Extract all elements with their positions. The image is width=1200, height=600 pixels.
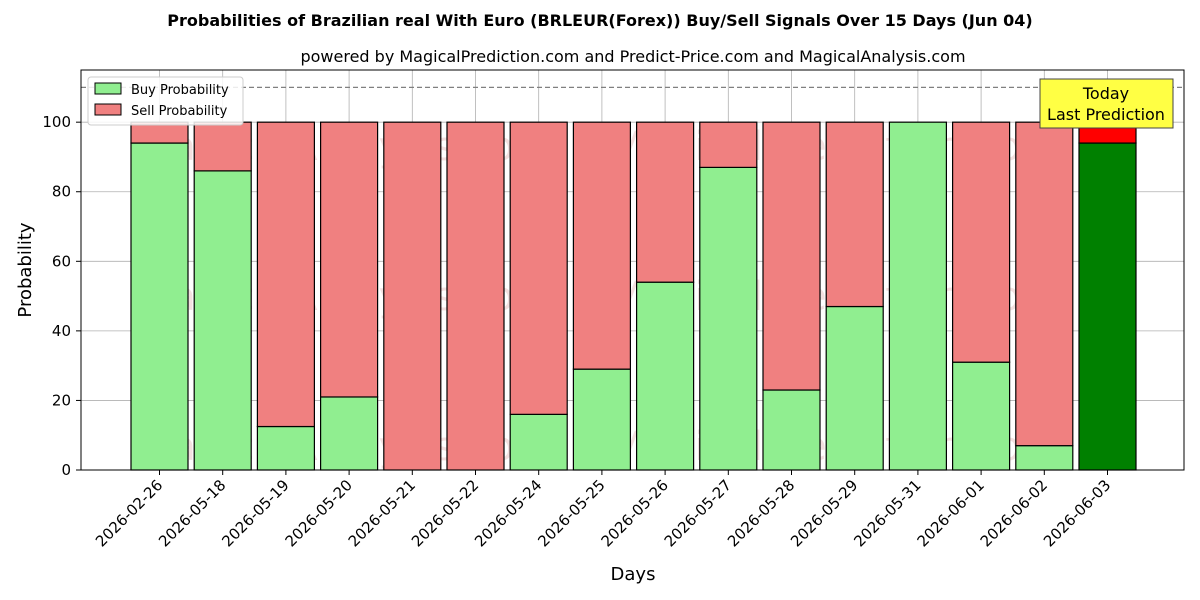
bar-buy-2026-06-02 — [1015, 445, 1074, 471]
bar-buy-2026-06-03 — [1078, 142, 1137, 471]
bar-buy-2026-05-25 — [572, 368, 632, 471]
y-tick-label: 20 — [52, 391, 71, 409]
x-tick-label: 2026-05-20 — [282, 476, 356, 550]
today-annotation: Today Last Prediction — [1039, 78, 1174, 129]
x-tick-label: 2026-05-18 — [155, 476, 229, 550]
y-tick-label: 40 — [52, 322, 71, 340]
chart-title: Probabilities of Brazilian real With Eur… — [167, 11, 1032, 30]
x-tick-label: 2026-05-19 — [218, 476, 292, 550]
bar-sell-2026-05-25 — [572, 121, 632, 370]
bar-sell-2026-05-29 — [825, 121, 884, 308]
x-tick-label: 2026-05-22 — [408, 476, 482, 550]
bar-sell-2026-05-28 — [762, 121, 821, 391]
legend-label-sell: Sell Probability — [131, 104, 228, 119]
legend-swatch-buy — [94, 82, 122, 95]
bar-buy-2026-05-29 — [825, 305, 884, 471]
x-tick-label: 2026-05-24 — [471, 476, 545, 550]
annotation-box — [1039, 78, 1174, 129]
x-tick-label: 2026-06-01 — [914, 476, 988, 550]
legend-box — [87, 76, 244, 126]
x-tick-label: 2026-05-31 — [850, 476, 924, 550]
bar-sell-2026-05-20 — [320, 121, 379, 398]
bar-buy-2026-05-28 — [762, 389, 821, 471]
bar-sell-2026-05-26 — [635, 121, 695, 283]
x-tick-label: 2026-06-02 — [977, 476, 1051, 550]
plot-frame — [80, 69, 1185, 471]
x-axis-label: Days — [611, 564, 656, 585]
y-axis-label: Probability — [15, 222, 36, 317]
y-tick-label: 0 — [61, 461, 71, 479]
legend-label-buy: Buy Probability — [131, 83, 229, 98]
bar-sell-2026-06-02 — [1015, 121, 1074, 447]
x-tick-label: 2026-05-25 — [534, 476, 608, 550]
y-axis: 0 20 40 60 80 100 — [42, 113, 81, 479]
legend-swatch-sell — [94, 103, 122, 116]
bars — [130, 121, 1137, 471]
y-tick-label: 100 — [42, 113, 71, 131]
x-tick-label: 2026-06-03 — [1040, 476, 1114, 550]
bar-sell-2026-05-19 — [256, 121, 315, 428]
bar-sell-2026-05-27 — [699, 121, 758, 168]
bar-buy-2026-06-01 — [951, 361, 1011, 471]
x-axis: 2026-02-262026-05-182026-05-192026-05-20… — [92, 470, 1114, 550]
bar-buy-2026-05-26 — [635, 281, 695, 471]
y-tick-label: 80 — [52, 183, 71, 201]
x-tick-label: 2026-05-28 — [724, 476, 798, 550]
bar-sell-2026-05-22 — [446, 121, 505, 471]
bar-buy-2026-05-20 — [320, 396, 379, 471]
annotation-line-2: Last Prediction — [1047, 105, 1165, 124]
bar-sell-2026-05-18 — [193, 121, 252, 172]
bar-buy-2026-05-19 — [256, 425, 315, 471]
bar-sell-2026-05-24 — [509, 121, 568, 415]
x-tick-label: 2026-05-26 — [598, 476, 672, 550]
bar-sell-2026-05-21 — [383, 121, 442, 471]
x-tick-label: 2026-02-26 — [92, 476, 166, 550]
x-tick-label: 2026-05-27 — [661, 476, 735, 550]
bar-sell-2026-06-01 — [951, 121, 1011, 363]
bar-buy-2026-05-31 — [888, 121, 948, 471]
bar-buy-2026-05-18 — [193, 170, 252, 471]
x-tick-label: 2026-05-21 — [345, 476, 419, 550]
bar-buy-2026-02-26 — [130, 142, 189, 471]
annotation-line-1: Today — [1082, 84, 1129, 103]
bar-buy-2026-05-27 — [699, 166, 758, 471]
legend: Buy Probability Sell Probability — [87, 76, 244, 126]
bar-buy-2026-05-24 — [509, 413, 568, 471]
y-tick-label: 60 — [52, 252, 71, 270]
x-tick-label: 2026-05-29 — [787, 476, 861, 550]
chart-subtitle: powered by MagicalPrediction.com and Pre… — [300, 47, 965, 66]
